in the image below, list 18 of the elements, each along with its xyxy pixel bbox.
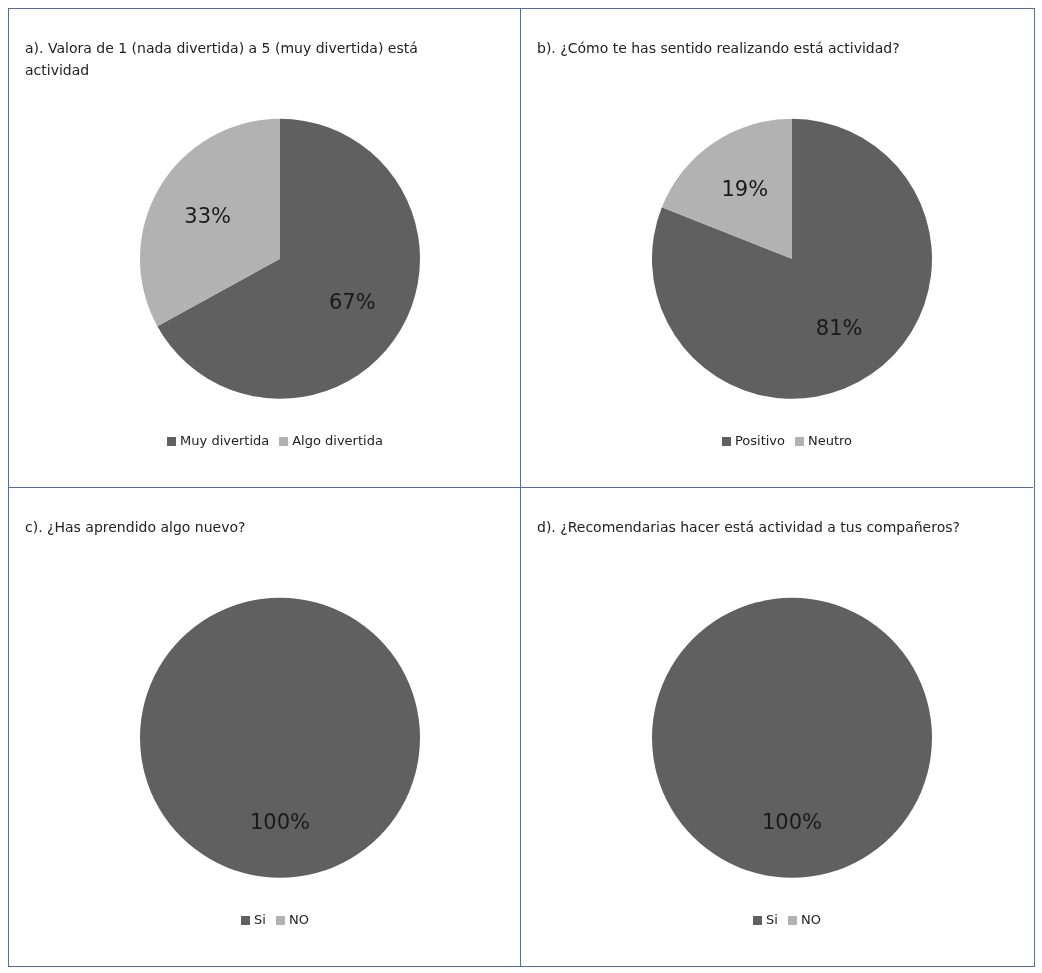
data-label: 81% bbox=[815, 316, 863, 341]
legend-label: Muy divertida bbox=[180, 433, 270, 448]
data-label: 100% bbox=[249, 809, 311, 834]
chart-title: c). ¿Has aprendido algo nuevo? bbox=[25, 518, 247, 537]
chart-title: a). Valora de 1 (nada divertida) a 5 (muy divertida) está actividad bbox=[25, 39, 419, 80]
legend-label: NO bbox=[288, 912, 309, 927]
chart-title: b). ¿Cómo te has sentido realizando está actividad? bbox=[537, 39, 901, 58]
legend-label: Algo divertida bbox=[292, 433, 383, 448]
data-label: 33% bbox=[184, 204, 232, 229]
legend-label: NO bbox=[800, 912, 821, 927]
data-label: 100% bbox=[761, 809, 823, 834]
chart-title: d). ¿Recomendarias hacer está actividad a tus compañeros? bbox=[537, 518, 961, 537]
data-label: 19% bbox=[721, 177, 769, 202]
legend-label: Si bbox=[254, 912, 266, 927]
legend-label: Neutro bbox=[808, 433, 853, 448]
legend-label: Si bbox=[766, 912, 778, 927]
data-label: 67% bbox=[328, 289, 376, 314]
legend-label: Positivo bbox=[734, 433, 785, 448]
